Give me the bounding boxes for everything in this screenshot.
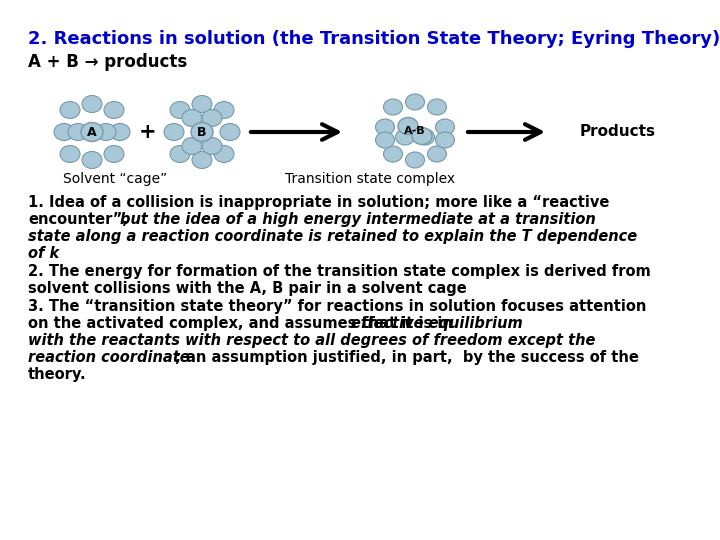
Ellipse shape xyxy=(60,145,80,163)
Ellipse shape xyxy=(182,138,202,154)
Ellipse shape xyxy=(164,124,184,140)
Ellipse shape xyxy=(104,145,124,163)
Ellipse shape xyxy=(436,119,454,135)
Ellipse shape xyxy=(202,138,222,154)
Ellipse shape xyxy=(82,96,102,112)
Text: theory.: theory. xyxy=(28,367,86,382)
Ellipse shape xyxy=(182,110,202,126)
Ellipse shape xyxy=(110,124,130,140)
Ellipse shape xyxy=(60,102,80,118)
Text: of k: of k xyxy=(28,246,59,261)
Text: 3. The “transition state theory” for reactions in solution focuses attention: 3. The “transition state theory” for rea… xyxy=(28,299,647,314)
Ellipse shape xyxy=(214,102,234,118)
Ellipse shape xyxy=(428,146,446,162)
Text: solvent collisions with the A, B pair in a solvent cage: solvent collisions with the A, B pair in… xyxy=(28,281,467,296)
Text: effective equilibrium: effective equilibrium xyxy=(351,316,523,331)
Ellipse shape xyxy=(214,145,234,163)
Text: A: A xyxy=(87,125,96,138)
Text: B: B xyxy=(197,125,207,138)
Text: 1. Idea of a collision is inappropriate in solution; more like a “reactive: 1. Idea of a collision is inappropriate … xyxy=(28,195,609,210)
Ellipse shape xyxy=(202,110,222,126)
Ellipse shape xyxy=(68,124,88,140)
Ellipse shape xyxy=(395,129,415,145)
Ellipse shape xyxy=(96,124,116,140)
Text: Products: Products xyxy=(580,125,656,139)
Text: A + B → products: A + B → products xyxy=(28,53,187,71)
Text: Solvent “cage”: Solvent “cage” xyxy=(63,172,167,186)
Ellipse shape xyxy=(82,152,102,168)
Text: with the reactants with respect to all degrees of freedom except the: with the reactants with respect to all d… xyxy=(28,333,595,348)
Text: 2. Reactions in solution (the Transition State Theory; Eyring Theory): 2. Reactions in solution (the Transition… xyxy=(28,30,720,48)
Ellipse shape xyxy=(384,146,402,162)
Ellipse shape xyxy=(170,102,190,118)
Ellipse shape xyxy=(170,145,190,163)
Text: but the idea of a high energy intermediate at a transition: but the idea of a high energy intermedia… xyxy=(120,212,595,227)
Text: reaction coordinate: reaction coordinate xyxy=(28,350,189,365)
Text: state along a reaction coordinate is retained to explain the T dependence: state along a reaction coordinate is ret… xyxy=(28,229,637,244)
Ellipse shape xyxy=(220,124,240,140)
Ellipse shape xyxy=(428,99,446,115)
Ellipse shape xyxy=(81,123,103,141)
Ellipse shape xyxy=(436,132,454,148)
Text: Transition state complex: Transition state complex xyxy=(285,172,455,186)
Text: on the activated complex, and assumes that it is in: on the activated complex, and assumes th… xyxy=(28,316,458,331)
Text: encounter”,: encounter”, xyxy=(28,212,128,227)
Ellipse shape xyxy=(104,102,124,118)
Ellipse shape xyxy=(54,124,74,140)
Ellipse shape xyxy=(398,118,418,134)
Ellipse shape xyxy=(191,123,213,141)
Text: A-B: A-B xyxy=(404,126,426,136)
Ellipse shape xyxy=(192,96,212,112)
Ellipse shape xyxy=(412,127,432,145)
Ellipse shape xyxy=(384,99,402,115)
Text: 2. The energy for formation of the transition state complex is derived from: 2. The energy for formation of the trans… xyxy=(28,264,651,279)
Ellipse shape xyxy=(405,152,425,168)
Ellipse shape xyxy=(376,119,395,135)
Ellipse shape xyxy=(192,152,212,168)
Ellipse shape xyxy=(405,94,425,110)
Ellipse shape xyxy=(415,129,434,145)
Text: +: + xyxy=(139,122,157,142)
Text: ; an assumption justified, in part,  by the success of the: ; an assumption justified, in part, by t… xyxy=(175,350,639,365)
Ellipse shape xyxy=(376,132,395,148)
